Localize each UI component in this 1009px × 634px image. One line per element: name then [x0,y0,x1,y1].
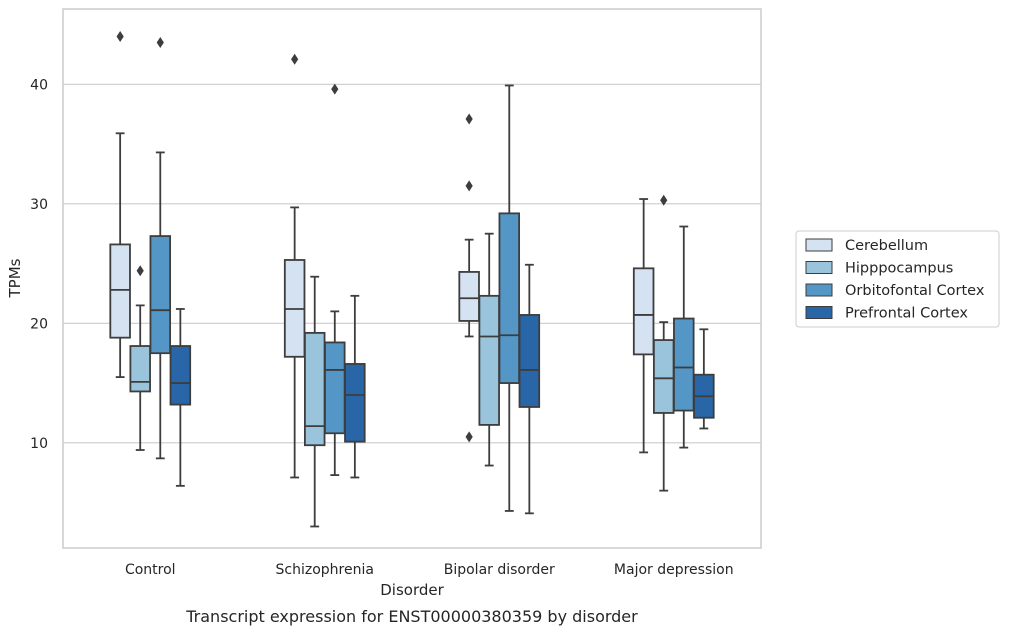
box-2-2 [498,84,521,512]
box-body [303,331,326,447]
box-0-1 [283,53,306,479]
plot-frame [62,8,762,549]
y-tick-label: 30 [30,197,48,213]
box-1-1 [303,275,326,528]
outlier-point [465,113,473,125]
x-axis-label: Disorder [380,581,444,599]
x-tick-label: Schizophrenia [276,562,374,578]
legend-swatch [805,283,833,297]
legend-frame [795,230,1000,328]
y-tick-label: 10 [30,436,48,452]
y-tick-label: 20 [30,316,48,332]
box-body [129,345,151,393]
legend-label: Orbitofontal Cortex [845,283,985,299]
outlier-point [660,194,668,206]
outlier-point [116,30,124,42]
box-3-0 [169,308,192,487]
box-body [324,341,346,435]
legend-label: Cerebellum [845,238,928,254]
box-0-2 [458,113,480,443]
outlier-point [465,431,473,443]
legend-label: Hipppocampus [845,261,953,277]
outlier-point [156,36,164,48]
box-3-1 [344,294,366,479]
box-1-3 [652,194,675,492]
box-1-0 [129,265,151,451]
x-tick-label: Bipolar disorder [444,562,555,578]
box-series [109,30,715,528]
box-body [478,294,500,426]
outlier-point [291,53,299,65]
box-body [149,235,172,355]
box-3-2 [518,263,541,515]
x-axis-ticks: Control Schizophrenia Bipolar disorder Majo… [125,562,734,578]
outlier-point [136,265,144,277]
legend-swatch [805,306,833,319]
box-body [169,345,192,406]
box-0-3 [632,198,655,454]
legend-swatch [805,238,833,252]
x-tick-label: Major depression [614,562,734,578]
box-2-1 [324,83,346,476]
box-body [518,314,541,408]
box-body [344,363,366,443]
box-body [498,212,521,384]
chart-caption: Transcript expression for ENST0000038035… [185,607,638,626]
box-body [458,271,480,322]
box-2-0 [149,36,172,460]
box-body [652,339,675,414]
x-tick-label: Control [125,562,176,578]
box-0-0 [109,30,131,378]
y-axis-ticks: 10 20 30 40 [30,77,48,452]
gridlines [63,83,761,444]
y-axis-label: TPMs [6,258,24,298]
box-body [109,243,131,339]
y-tick-label: 40 [30,77,48,93]
legend-swatch [805,261,833,274]
box-body [673,317,695,412]
box-body [632,267,655,356]
box-2-3 [673,225,695,449]
outlier-point [465,180,473,192]
legend: Cerebellum Hipppocampus Orbitofontal Corte… [795,230,1000,328]
outlier-point [331,83,339,95]
box-3-3 [693,328,715,430]
legend-label: Prefrontal Cortex [845,306,968,322]
